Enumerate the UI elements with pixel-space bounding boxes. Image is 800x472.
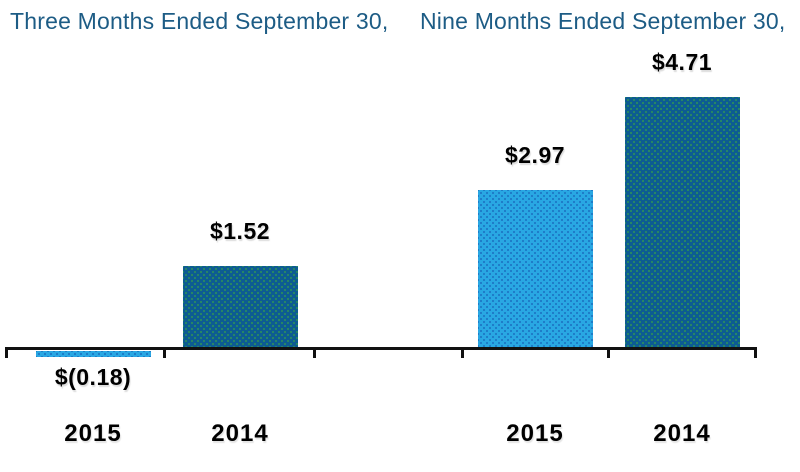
axis-tick-3 [461, 347, 464, 358]
x-tick-label-nine-months-2014: 2014 [653, 420, 711, 447]
axis-tick-1 [163, 347, 166, 358]
bar-three-months-2015 [35, 351, 151, 357]
value-label-nine-months-2015: $2.97 [504, 141, 566, 168]
x-tick-label-nine-months-2015: 2015 [506, 420, 564, 447]
value-label-nine-months-2014: $4.71 [651, 49, 713, 76]
x-axis-line [5, 347, 757, 350]
axis-tick-2 [313, 347, 316, 358]
axis-tick-4 [607, 347, 610, 358]
bar-nine-months-2015 [477, 189, 593, 347]
x-tick-label-three-months-2014: 2014 [211, 420, 269, 447]
axis-tick-0 [5, 347, 8, 358]
bar-three-months-2014 [182, 266, 298, 347]
value-label-three-months-2015: $(0.18) [54, 363, 132, 390]
group-title-three-months: Three Months Ended September 30, [10, 8, 389, 34]
x-tick-label-three-months-2015: 2015 [64, 420, 122, 447]
value-label-three-months-2014: $1.52 [209, 218, 271, 245]
axis-tick-5 [754, 347, 757, 358]
group-title-nine-months: Nine Months Ended September 30, [420, 8, 786, 34]
bar-nine-months-2014 [624, 97, 740, 347]
